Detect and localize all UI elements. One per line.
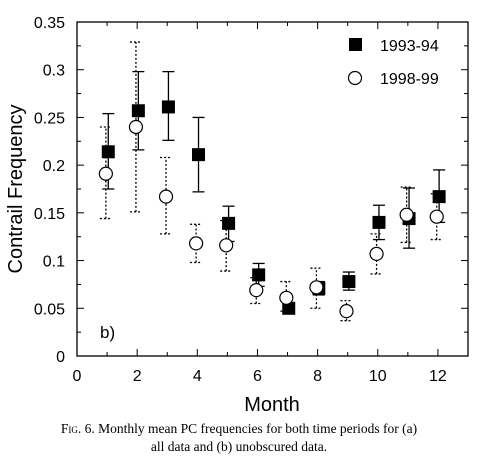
data-point-1998-99	[279, 290, 294, 305]
y-tick-label: 0.3	[43, 63, 65, 80]
x-tick-label: 2	[133, 368, 142, 385]
y-tick-label: 0.2	[43, 158, 65, 175]
y-tick-label: 0	[56, 349, 65, 366]
data-point-1998-99	[339, 304, 354, 319]
chart: 0 2 4 6 8 10 12 0 0.05 0.1 0.15 0.2 0.25 0.3 0.35 Cont…	[5, 15, 469, 416]
figure-caption: Fig. 6. Monthly mean PC frequencies for …	[0, 420, 478, 456]
x-tick-label: 6	[253, 368, 262, 385]
data-markers	[98, 100, 446, 319]
data-point-1998-99	[309, 280, 324, 295]
data-point-1993-94	[222, 216, 236, 230]
data-point-1993-94	[282, 301, 296, 315]
x-tick-label: 10	[369, 368, 387, 385]
plot-frame	[76, 21, 469, 357]
data-point-1993-94	[252, 268, 266, 282]
y-tick-label: 0.1	[43, 254, 65, 271]
data-point-1998-99	[189, 236, 204, 251]
data-point-1998-99	[98, 166, 113, 181]
caption-text-line-2: all data and (b) unobscured data.	[150, 439, 328, 454]
data-point-1993-94	[131, 104, 145, 118]
data-point-1998-99	[158, 189, 174, 204]
panel-label: b)	[100, 323, 115, 342]
caption-figure-label: Fig. 6.	[60, 421, 95, 436]
data-point-1993-94	[101, 145, 115, 159]
x-axis-label: Month	[244, 394, 300, 416]
y-axis-label: Contrail Frequency	[5, 105, 27, 274]
x-tick-label: 8	[313, 368, 322, 385]
legend-marker-1993-94	[349, 38, 362, 51]
data-point-1993-94	[342, 275, 356, 289]
y-tick-label: 0.15	[34, 206, 65, 223]
y-tick-label: 0.35	[34, 15, 65, 32]
data-point-1993-94	[161, 100, 175, 114]
caption-text-line-1: Monthly mean PC frequencies for both tim…	[98, 421, 418, 436]
caption-line-1: Fig. 6. Monthly mean PC frequencies for …	[0, 420, 478, 438]
data-point-1993-94	[372, 215, 386, 229]
tick-labels: 0 2 4 6 8 10 12 0 0.05 0.1 0.15 0.2 0.25 0.3 0.35	[34, 15, 447, 385]
legend-marker-1998-99	[347, 70, 363, 86]
legend: 1993-94 1998-99	[347, 38, 439, 88]
tick-marks	[76, 21, 469, 357]
data-point-1998-99	[249, 283, 264, 298]
data-point-1998-99	[369, 246, 384, 261]
x-tick-label: 4	[193, 368, 202, 385]
legend-label-1998-99: 1998-99	[380, 71, 439, 88]
legend-label-1993-94: 1993-94	[380, 38, 439, 55]
x-tick-label: 12	[429, 368, 447, 385]
data-point-1998-99	[399, 207, 414, 222]
data-point-1998-99	[128, 119, 144, 135]
data-point-1998-99	[429, 209, 444, 224]
x-tick-label: 0	[73, 368, 82, 385]
y-tick-label: 0.05	[34, 301, 65, 318]
data-point-1998-99	[219, 238, 234, 253]
data-point-1993-94	[432, 190, 446, 204]
data-point-1993-94	[192, 148, 206, 162]
y-tick-label: 0.25	[34, 110, 65, 127]
